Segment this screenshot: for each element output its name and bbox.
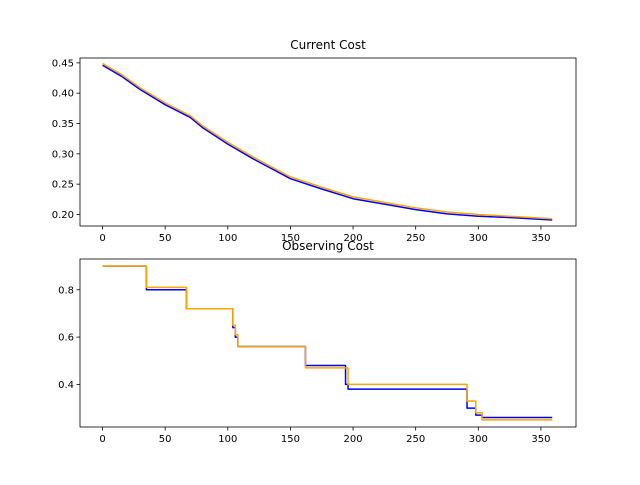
current-cost-x-tick-label: 50 <box>159 233 172 244</box>
current-cost-series-line-orange <box>102 62 553 220</box>
current-cost-y-tick-label: 0.40 <box>52 89 74 100</box>
current-cost-y-tick-label: 0.30 <box>52 149 74 160</box>
observing-cost-x-tick-label: 0 <box>99 434 105 445</box>
observing-cost-y-tick-label: 0.8 <box>58 285 74 296</box>
observing-cost-x-tick-label: 250 <box>406 434 425 445</box>
current-cost-x-tick-label: 100 <box>218 233 237 244</box>
current-cost-axes: 0 50 100 150 200 250 300 350 0.20 0.25 0.30 0.35 0.4… <box>52 57 577 244</box>
current-cost-x-tick-label: 300 <box>469 233 488 244</box>
observing-cost-x-tick-label: 350 <box>531 434 550 445</box>
observing-cost-x-tick-label: 100 <box>218 434 237 445</box>
observing-cost-y-tick-label: 0.6 <box>58 333 74 344</box>
observing-cost-title: Observing Cost <box>282 239 374 253</box>
current-cost-x-tick-label: 350 <box>531 233 550 244</box>
observing-cost-x-tick-label: 200 <box>344 434 363 445</box>
current-cost-y-tick-label: 0.35 <box>52 119 74 130</box>
current-cost-x-tick-label: 200 <box>344 233 363 244</box>
current-cost-axes-frame <box>79 57 577 227</box>
observing-cost-axes: 0 50 100 150 200 250 300 350 0.4 0.6 0.8 <box>58 258 577 445</box>
observing-cost-axes-frame <box>79 258 577 428</box>
current-cost-y-tick-label: 0.25 <box>52 180 74 191</box>
current-cost-x-tick-label: 0 <box>99 233 105 244</box>
current-cost-title: Current Cost <box>290 38 366 52</box>
current-cost-series-line-blue <box>102 64 553 221</box>
observing-cost-series-line-orange <box>102 265 553 421</box>
current-cost-x-tick-label: 250 <box>406 233 425 244</box>
current-cost-y-tick-label: 0.45 <box>52 58 74 69</box>
current-cost-x-tick-label: 150 <box>281 233 300 244</box>
observing-cost-x-tick-label: 300 <box>469 434 488 445</box>
observing-cost-x-tick-label: 150 <box>281 434 300 445</box>
current-cost-y-tick-label: 0.20 <box>52 210 74 221</box>
observing-cost-y-tick-label: 0.4 <box>58 380 74 391</box>
observing-cost-x-tick-label: 50 <box>159 434 172 445</box>
